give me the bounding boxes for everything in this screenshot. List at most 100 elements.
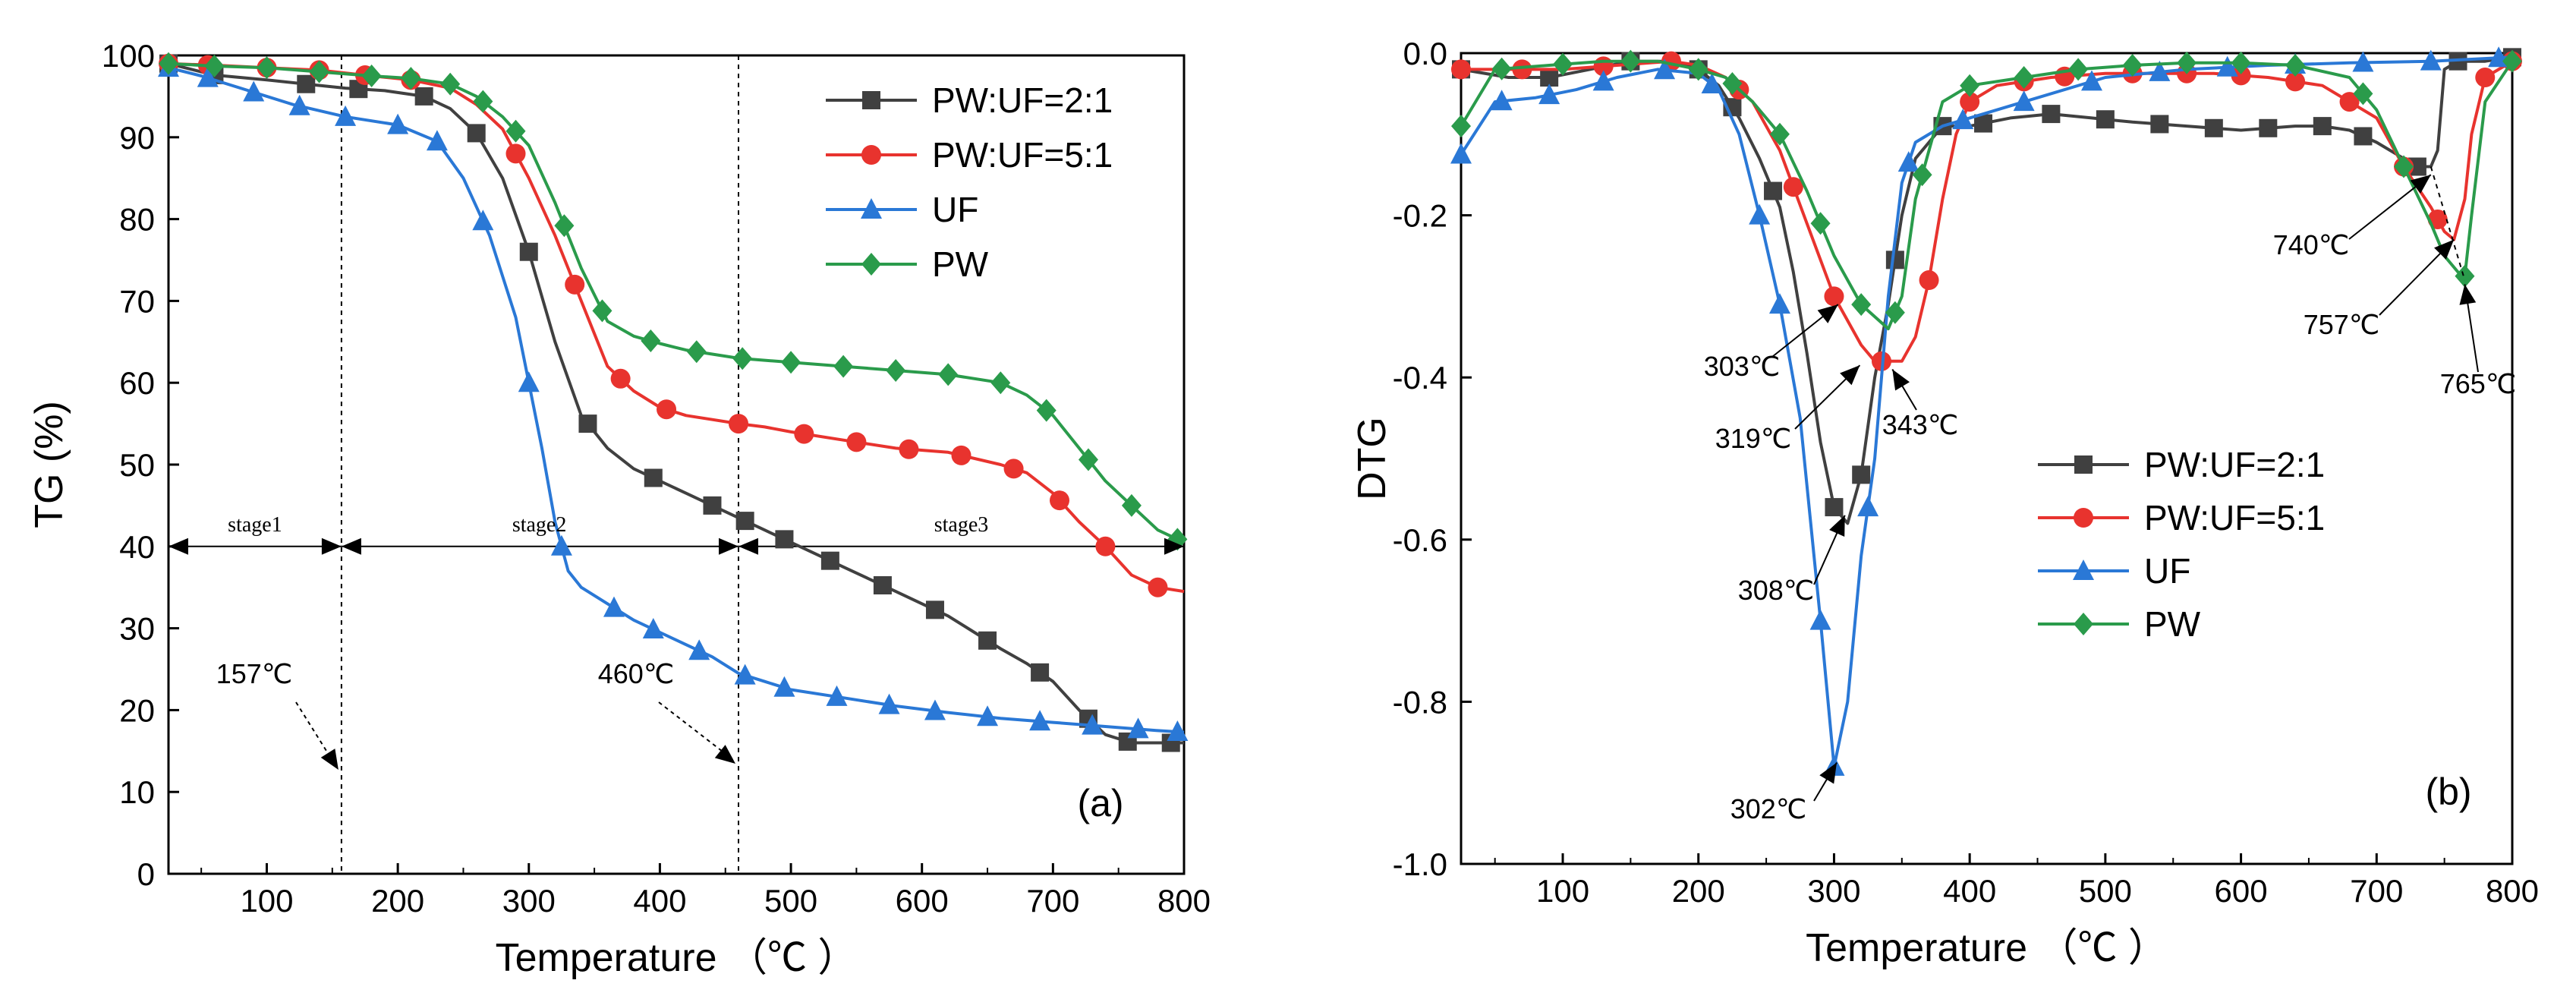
y-tick-label: 60 bbox=[119, 365, 155, 401]
peak-annotation-303: 303℃ bbox=[1704, 351, 1781, 382]
x-axis-title: Temperature （℃ ） bbox=[1806, 926, 2168, 970]
data-point bbox=[578, 414, 597, 433]
data-point bbox=[297, 74, 316, 93]
legend-marker bbox=[2074, 508, 2093, 528]
legend: PW:UF=2:1 PW:UF=5:1 UF PW bbox=[826, 80, 1113, 284]
tg-chart-panel: 100 200 300 400 500 600 700 800 0 10 20 30 40 50 60 70 8… bbox=[27, 38, 1211, 980]
x-axis-title: Temperature （℃ ） bbox=[496, 936, 858, 980]
stage-arrowhead bbox=[1164, 537, 1184, 555]
data-point bbox=[518, 371, 540, 392]
annotation-arrowhead bbox=[2459, 284, 2477, 305]
data-point bbox=[473, 90, 493, 113]
data-point bbox=[1029, 710, 1051, 731]
legend-marker bbox=[2073, 559, 2094, 580]
x-tick-label: 700 bbox=[1026, 883, 1079, 919]
data-point bbox=[2013, 90, 2035, 112]
data-point bbox=[846, 432, 867, 452]
y-axis-title: TG (%) bbox=[27, 401, 71, 528]
legend-marker bbox=[2074, 455, 2093, 474]
data-point bbox=[833, 355, 854, 378]
data-point bbox=[2096, 110, 2115, 129]
data-point bbox=[1688, 58, 1708, 81]
annotation-157: 157℃ bbox=[216, 658, 293, 689]
y-tick-label: 100 bbox=[102, 38, 155, 74]
data-point bbox=[2068, 58, 2089, 81]
annotation-arrowhead bbox=[320, 749, 339, 770]
data-point bbox=[1960, 74, 1980, 97]
dtg-chart-panel: 100 200 300 400 500 600 700 800 0.0 -0.2 -0.4 -0.6 -… bbox=[1350, 36, 2539, 970]
data-point bbox=[873, 576, 892, 595]
data-point bbox=[387, 113, 409, 134]
data-point bbox=[361, 64, 382, 87]
data-point bbox=[1852, 465, 1871, 484]
data-point bbox=[565, 274, 585, 295]
y-tick-label: 50 bbox=[119, 447, 155, 483]
y-tick-label: -0.6 bbox=[1393, 522, 1447, 558]
annotation-arrowhead bbox=[2434, 239, 2455, 260]
data-point bbox=[978, 631, 997, 650]
peak-annotation-343: 343℃ bbox=[1882, 409, 1959, 440]
panel-label: (a) bbox=[1077, 782, 1123, 824]
peak-annotation-765: 765℃ bbox=[2440, 368, 2517, 399]
stage-label: stage3 bbox=[934, 513, 989, 537]
data-point bbox=[2177, 51, 2197, 74]
y-tick-label: 90 bbox=[119, 120, 155, 156]
data-point bbox=[2313, 117, 2332, 136]
data-point bbox=[1540, 68, 1559, 87]
data-point bbox=[1809, 609, 1831, 630]
x-tick-label: 800 bbox=[1157, 883, 1211, 919]
annotation-arrowhead bbox=[1840, 365, 1860, 386]
data-point bbox=[773, 676, 795, 697]
data-point bbox=[2042, 105, 2061, 124]
data-point bbox=[1825, 498, 1844, 517]
data-point bbox=[2352, 51, 2374, 72]
legend-marker bbox=[2074, 613, 2093, 635]
data-point bbox=[1450, 143, 1472, 164]
data-point bbox=[2394, 155, 2414, 178]
stage-arrowhead bbox=[321, 537, 342, 555]
data-point bbox=[2259, 118, 2278, 137]
data-point bbox=[775, 530, 794, 549]
data-point bbox=[735, 512, 754, 531]
data-point bbox=[1049, 490, 1069, 511]
series-UF bbox=[1450, 46, 2513, 776]
data-point bbox=[1654, 58, 1676, 80]
data-point bbox=[1919, 270, 1939, 291]
annotation-arrowhead bbox=[1817, 304, 1838, 323]
data-point bbox=[644, 468, 663, 487]
data-point bbox=[1082, 714, 1104, 735]
data-point bbox=[1451, 59, 1471, 80]
y-tick-label: 70 bbox=[119, 283, 155, 319]
data-point bbox=[657, 399, 677, 420]
data-point bbox=[826, 685, 848, 706]
data-point bbox=[1974, 114, 1993, 133]
data-point bbox=[1885, 301, 1905, 324]
data-point bbox=[414, 87, 433, 106]
data-point bbox=[1764, 181, 1783, 200]
data-point bbox=[592, 299, 613, 323]
data-point bbox=[1885, 251, 1904, 269]
legend-marker bbox=[861, 145, 881, 165]
data-point bbox=[472, 210, 494, 231]
y-tick-label: -0.4 bbox=[1393, 360, 1447, 396]
legend-label: PW:UF=5:1 bbox=[2144, 498, 2325, 537]
legend-label: PW:UF=5:1 bbox=[932, 135, 1113, 175]
y-axis-title: DTG bbox=[1350, 417, 1394, 500]
data-point bbox=[550, 534, 572, 556]
data-point bbox=[505, 143, 526, 164]
data-point bbox=[1003, 459, 1024, 479]
data-point bbox=[1553, 52, 1573, 76]
y-tick-label: 0 bbox=[137, 856, 155, 892]
y-tick-label: -0.2 bbox=[1393, 198, 1447, 234]
y-tick-label: 20 bbox=[119, 692, 155, 728]
x-tick-label: 100 bbox=[1536, 873, 1589, 909]
data-point bbox=[401, 67, 421, 90]
data-point bbox=[1824, 286, 1844, 307]
data-point bbox=[2216, 55, 2238, 77]
x-tick-label: 600 bbox=[2215, 873, 2268, 909]
data-point bbox=[1620, 49, 1641, 73]
data-point bbox=[1036, 399, 1057, 422]
data-point bbox=[2149, 60, 2171, 81]
data-point bbox=[335, 105, 357, 126]
x-tick-label: 300 bbox=[502, 883, 556, 919]
